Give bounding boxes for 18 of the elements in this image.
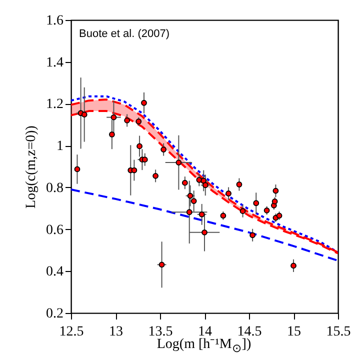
x-tick-label: 13.5	[148, 324, 173, 340]
y-tick-label: 1.6	[46, 14, 64, 28]
x-axis-title: Log(m [h⁻¹M$_{⊙}$])	[156, 337, 252, 355]
x-tick-label: 14.5	[237, 324, 262, 340]
y-tick-label: 0.8	[46, 180, 64, 196]
x-tick-label: 15.5	[326, 324, 351, 340]
y-axis-title: Log(c(m,z=0))	[24, 125, 39, 208]
x-tick-label: 12.5	[59, 324, 84, 340]
y-tick-label: 0.2	[46, 306, 64, 322]
y-tick-label: 1.4	[46, 55, 64, 70]
x-tick-label: 15	[287, 324, 301, 340]
y-tick-label: 0.6	[46, 222, 64, 238]
y-tick-label: 0.4	[46, 264, 64, 280]
y-tick-label: 1	[56, 139, 64, 154]
x-tick-label: 14	[198, 324, 212, 340]
annotation: Buote et al. (2007)	[79, 28, 170, 40]
x-tick-label: 13	[109, 324, 123, 340]
y-tick-label: 1.2	[46, 97, 64, 112]
